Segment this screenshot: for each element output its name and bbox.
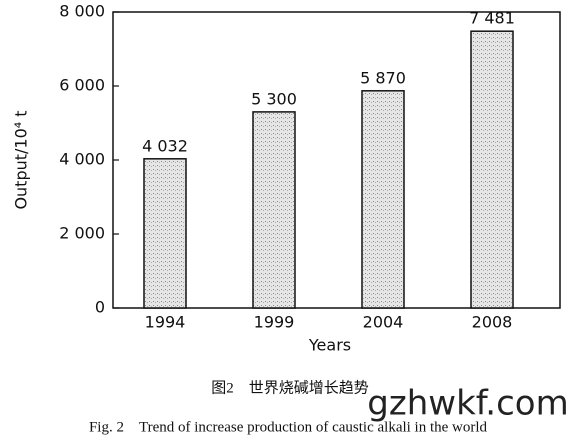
caption-cn: 图2 世界烧碱增长趋势: [211, 379, 369, 396]
y-tick-label: 0: [95, 298, 105, 317]
y-tick-label: 4 000: [59, 150, 105, 169]
y-axis-label: Output/10⁴ t: [12, 110, 31, 209]
watermark: gzhwkf.com: [367, 384, 568, 424]
bar: [361, 90, 405, 309]
caption-en: Fig. 2 Trend of increase production of c…: [89, 419, 488, 435]
y-tick-label: 8 000: [59, 2, 105, 21]
x-tick-label: 2004: [363, 313, 404, 332]
value-label: 5 300: [251, 89, 297, 108]
bar: [252, 111, 296, 309]
x-tick-label: 2008: [472, 313, 513, 332]
x-tick-label: 1994: [145, 313, 186, 332]
bar: [143, 158, 187, 309]
bar: [470, 30, 514, 309]
value-label: 7 481: [469, 9, 515, 28]
y-tick-label: 2 000: [59, 224, 105, 243]
x-tick-label: 1999: [254, 313, 295, 332]
value-label: 4 032: [142, 136, 188, 155]
y-tick-label: 6 000: [59, 76, 105, 95]
value-label: 5 870: [360, 68, 406, 87]
x-axis-label: Years: [308, 336, 351, 355]
